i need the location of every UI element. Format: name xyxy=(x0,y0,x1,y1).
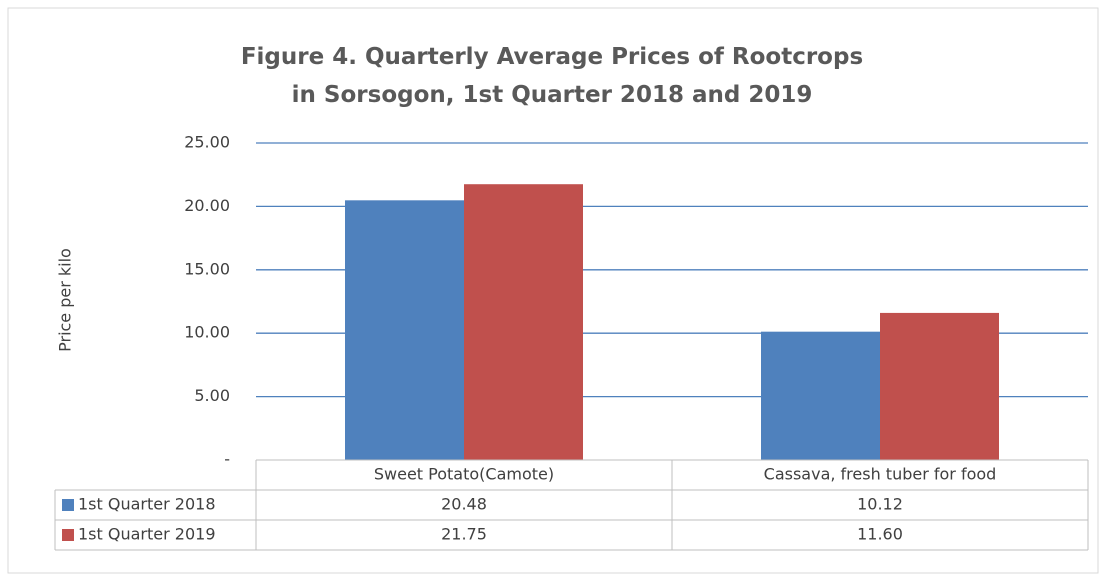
legend-label: 1st Quarter 2018 xyxy=(78,495,216,514)
bar xyxy=(880,312,999,460)
y-tick-label: - xyxy=(224,450,230,469)
y-axis-label: Price per kilo xyxy=(56,248,75,352)
y-tick-label: 5.00 xyxy=(194,386,230,405)
bar xyxy=(464,184,583,460)
category-label: Cassava, fresh tuber for food xyxy=(764,465,997,484)
table-value: 10.12 xyxy=(857,495,903,514)
legend-key xyxy=(62,529,74,541)
chart-title: Figure 4. Quarterly Average Prices of Ro… xyxy=(240,44,864,108)
category-label: Sweet Potato(Camote) xyxy=(374,465,554,484)
y-tick-label: 20.00 xyxy=(184,196,230,215)
legend-key xyxy=(62,499,74,511)
legend-label: 1st Quarter 2019 xyxy=(78,525,216,544)
bar xyxy=(345,200,464,460)
table-value: 11.60 xyxy=(857,525,903,544)
y-tick-label: 10.00 xyxy=(184,323,230,342)
table-value: 20.48 xyxy=(441,495,487,514)
y-tick-label: 25.00 xyxy=(184,133,230,152)
frame xyxy=(7,7,1099,574)
table-value: 21.75 xyxy=(441,525,487,544)
bar xyxy=(761,331,880,460)
y-tick-label: 15.00 xyxy=(184,259,230,278)
